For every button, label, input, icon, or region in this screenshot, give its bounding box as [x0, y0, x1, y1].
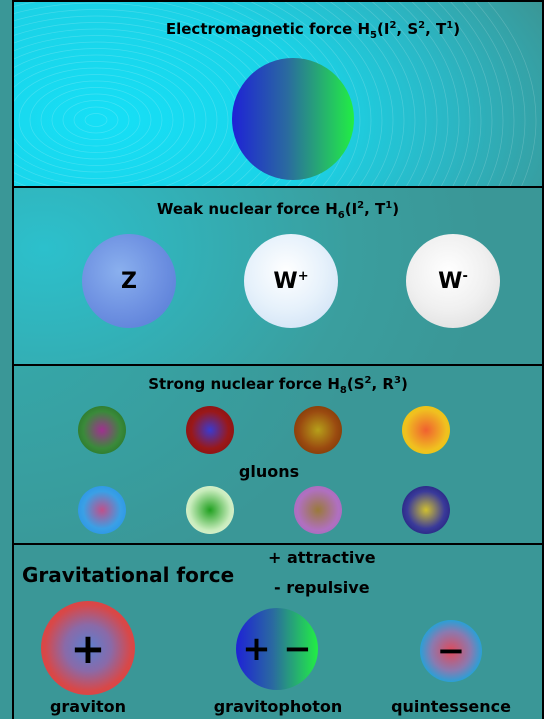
gluon-7: [294, 486, 342, 534]
field-line: [14, 67, 185, 173]
attractive-legend: + attractive: [268, 548, 376, 567]
gluon-4: [402, 406, 450, 454]
field-line: [411, 2, 471, 186]
quintessence-sign: −: [436, 631, 466, 671]
field-line: [73, 106, 119, 134]
quintessence-label: quintessence: [391, 697, 511, 716]
gravitophoton-plus: +: [242, 629, 271, 669]
gluon-6: [186, 486, 234, 534]
field-line: [14, 54, 207, 186]
field-line: [284, 2, 372, 186]
field-line: [329, 2, 405, 186]
w-plus-label: W: [273, 268, 298, 294]
repulsive-legend: - repulsive: [274, 578, 370, 597]
gluon-1: [78, 406, 126, 454]
w-plus-charge: +: [297, 268, 309, 284]
strong-panel: Strong nuclear force H8(S2, R3) gluons: [12, 364, 544, 545]
w-minus-boson: W-: [406, 234, 500, 328]
w-plus-boson: W +: [244, 234, 338, 328]
field-line: [487, 2, 537, 186]
graviton-ball: +: [41, 601, 135, 695]
field-line: [371, 2, 438, 186]
field-line: [14, 22, 262, 186]
gluon-5: [78, 486, 126, 534]
field-line: [14, 61, 196, 179]
field-line: [358, 2, 427, 186]
field-line: [437, 2, 493, 186]
quintessence-ball: −: [420, 620, 482, 682]
field-line: [344, 2, 416, 186]
field-line: [315, 2, 394, 186]
field-line: [424, 2, 482, 186]
gravitational-title: Gravitational force: [22, 563, 235, 587]
gluon-3: [294, 406, 342, 454]
field-line: [40, 87, 152, 153]
w-minus-charge: -: [462, 268, 468, 284]
field-line: [475, 2, 526, 186]
field-line: [84, 113, 108, 127]
field-line: [450, 2, 504, 186]
field-line: [398, 2, 460, 186]
field-line: [14, 41, 229, 186]
field-line: [62, 100, 130, 140]
strong-title: Strong nuclear force H8(S2, R3): [148, 375, 408, 396]
graviton-label: graviton: [49, 697, 127, 716]
gravitophoton-minus: −: [283, 629, 312, 669]
z-boson: Z: [82, 234, 176, 328]
electromagnetic-panel: Electromagnetic force H5(I2, S2, T1): [12, 0, 544, 188]
gluon-2: [186, 406, 234, 454]
w-minus-label: W: [438, 268, 463, 294]
field-line: [29, 80, 163, 160]
field-line: [51, 93, 141, 147]
field-line: [299, 2, 383, 186]
field-line: [18, 74, 174, 166]
gluons-label: gluons: [238, 462, 300, 481]
field-line: [385, 2, 449, 186]
gravitophoton-ball: + −: [236, 608, 318, 690]
z-boson-label: Z: [121, 268, 137, 294]
weak-panel: Weak nuclear force H6(I2, T1) Z W + W-: [12, 186, 544, 366]
field-line: [14, 48, 218, 186]
field-line: [462, 2, 515, 186]
photon-ball: [232, 58, 354, 180]
gravitophoton-label: gravitophoton: [213, 697, 343, 716]
electromagnetic-title: Electromagnetic force H5(I2, S2, T1): [165, 20, 461, 41]
gluon-8: [402, 486, 450, 534]
graviton-sign: +: [70, 623, 106, 673]
weak-title: Weak nuclear force H6(I2, T1): [156, 200, 400, 221]
gravitational-panel: Gravitational force + attractive - repul…: [12, 543, 544, 719]
field-line: [267, 2, 361, 186]
